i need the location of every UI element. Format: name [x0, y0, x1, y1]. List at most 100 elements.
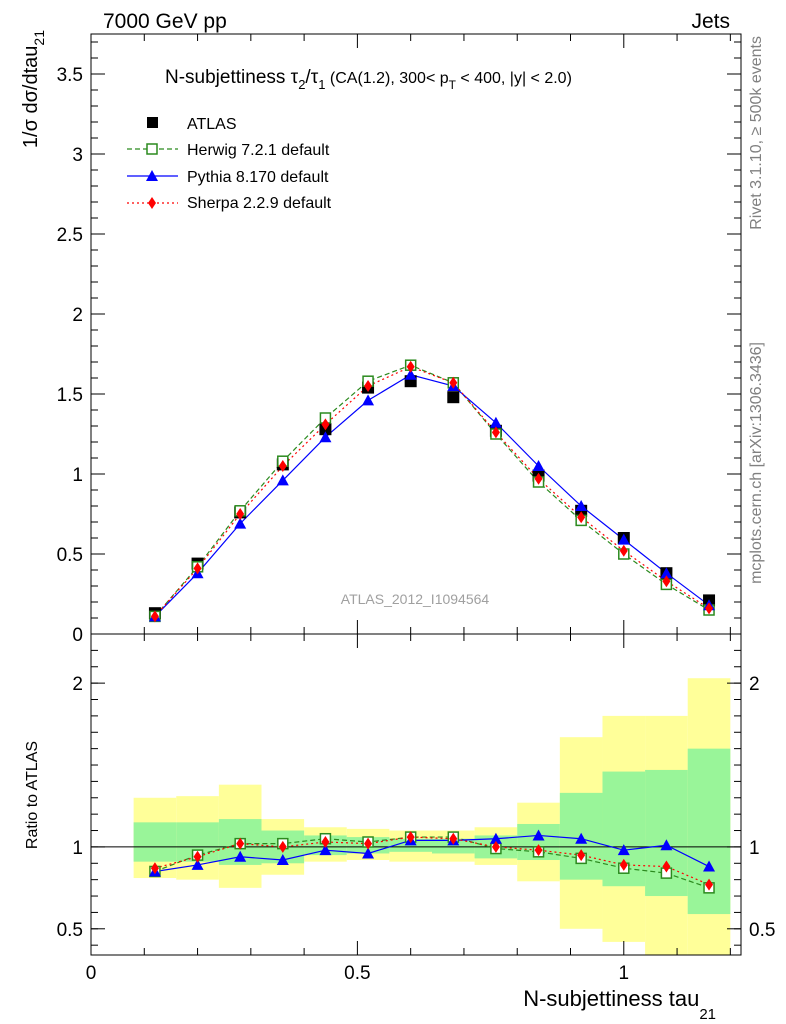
legend-label-herwig: Herwig 7.2.1 default	[187, 142, 330, 159]
point-pythia	[319, 431, 332, 443]
ratio-point-pythia	[276, 854, 289, 866]
legend-label-pythia: Pythia 8.170 default	[187, 169, 329, 186]
point-pythia	[362, 394, 375, 406]
ratio-point-sherpa	[406, 831, 415, 844]
legend-label-atlas: ATLAS	[187, 116, 237, 133]
point-sherpa	[150, 610, 159, 623]
analysis-tag: ATLAS_2012_I1094564	[341, 591, 490, 607]
legend-label-sherpa: Sherpa 2.2.9 default	[187, 195, 332, 212]
series-line-herwig	[154, 364, 710, 617]
ratio-point-pythia	[319, 844, 332, 856]
y-axis-label: 1/σ dσ/dtau21	[20, 30, 47, 148]
point-sherpa	[619, 544, 628, 557]
point-pythia	[532, 460, 545, 471]
point-pythia	[660, 567, 673, 579]
x-axis-label: N-subjettiness tau21	[523, 986, 716, 1023]
ratio-point-pythia	[617, 844, 630, 856]
y-tick-label: 3	[72, 145, 83, 166]
point-sherpa	[705, 602, 714, 615]
x-tick-label: 0	[86, 963, 97, 984]
legend-marker-sherpa	[148, 197, 156, 209]
point-pythia	[617, 533, 630, 545]
point-pythia	[276, 474, 289, 486]
legend-entry-pythia: Pythia 8.170 default	[127, 169, 329, 186]
rivet-label: Rivet 3.1.10, ≥ 500k events	[748, 36, 765, 230]
ratio-point-sherpa	[321, 835, 330, 848]
ratio-point-sherpa	[619, 858, 628, 871]
legend-entry-herwig: Herwig 7.2.1 default	[127, 142, 330, 159]
ratio-point-sherpa	[364, 837, 373, 850]
x-tick-label: 0.5	[344, 963, 370, 984]
ratio-point-pythia	[703, 860, 716, 872]
ratio-point-pythia	[362, 847, 375, 859]
point-pythia	[489, 416, 502, 428]
ratio-point-sherpa	[150, 862, 159, 875]
ratio-point-pythia	[234, 850, 247, 862]
legend-marker-pythia	[146, 170, 158, 181]
band-inner	[133, 822, 177, 862]
ratio-point-sherpa	[577, 849, 586, 862]
plot-title: N-subjettiness τ2/τ1 (CA(1.2), 300< pT <…	[165, 67, 572, 92]
ratio-point-sherpa	[449, 832, 458, 845]
point-sherpa	[278, 460, 287, 472]
ratio-y-tick-label-left: 2	[72, 674, 83, 695]
ratio-point-pythia	[575, 832, 588, 844]
legend-entry-atlas: ATLAS	[147, 116, 237, 133]
ratio-point-sherpa	[193, 850, 202, 863]
ratio-frame	[90, 633, 742, 956]
x-tick-label: 1	[618, 963, 629, 984]
band-inner	[431, 838, 475, 854]
ratio-point-pythia	[660, 839, 673, 851]
mcplots-label: mcplots.cern.ch [arXiv:1306.3436]	[748, 342, 765, 584]
energy-label: 7000 GeV pp	[103, 10, 227, 33]
point-sherpa	[534, 472, 543, 485]
legend-marker-herwig	[146, 143, 158, 155]
point-pythia	[234, 517, 247, 529]
legend-marker-atlas	[147, 117, 158, 128]
y-tick-label: 0	[72, 625, 83, 646]
y-tick-label: 1	[72, 465, 83, 486]
point-sherpa	[406, 360, 415, 373]
point-sherpa	[193, 562, 202, 575]
point-pythia	[575, 500, 588, 511]
ratio-plot-area: 0.5 0.5 1 1 2 2 0 0.5 1	[57, 633, 775, 984]
ratio-line-sherpa	[154, 836, 710, 886]
ratio-y-axis-label: Ratio to ATLAS	[24, 741, 41, 849]
ratio-y-tick-label-right: 2	[749, 674, 760, 695]
ratio-point-sherpa	[278, 840, 287, 853]
ratio-point-sherpa	[662, 860, 671, 873]
legend-entry-sherpa: Sherpa 2.2.9 default	[127, 195, 332, 212]
y-tick-label: 0.5	[57, 545, 83, 566]
point-atlas	[447, 391, 460, 404]
ratio-point-pythia	[191, 858, 204, 870]
point-sherpa	[491, 426, 500, 439]
category-label: Jets	[691, 10, 730, 33]
ratio-y-tick-label-left: 1	[72, 838, 83, 859]
ratio-point-pythia	[532, 829, 545, 841]
point-sherpa	[449, 376, 458, 389]
point-sherpa	[662, 575, 671, 588]
ratio-point-sherpa	[534, 844, 543, 857]
ratio-line-pythia	[154, 834, 710, 873]
upper-plot-area: 0 0.5 1 1.5 2 2.5 3 3.5	[57, 33, 742, 646]
y-tick-label: 1.5	[57, 385, 83, 406]
point-pythia	[404, 368, 417, 380]
y-tick-label: 2.5	[57, 225, 83, 246]
legend: ATLAS Herwig 7.2.1 default Pythia 8.170 …	[127, 116, 332, 212]
point-sherpa	[577, 511, 586, 524]
point-sherpa	[364, 380, 373, 392]
ratio-point-sherpa	[705, 878, 714, 891]
series-line-pythia	[154, 374, 710, 617]
point-sherpa	[321, 418, 330, 431]
ratio-point-sherpa	[491, 840, 500, 853]
ratio-y-tick-label-left: 0.5	[57, 920, 83, 941]
point-sherpa	[236, 508, 245, 520]
y-tick-label: 2	[72, 305, 83, 326]
ratio-point-pythia	[489, 832, 502, 844]
series-line-sherpa	[154, 366, 710, 617]
y-tick-label: 3.5	[57, 65, 83, 86]
ratio-y-tick-label-right: 0.5	[749, 920, 775, 941]
ratio-point-sherpa	[236, 837, 245, 850]
ratio-y-tick-label-right: 1	[749, 838, 760, 859]
